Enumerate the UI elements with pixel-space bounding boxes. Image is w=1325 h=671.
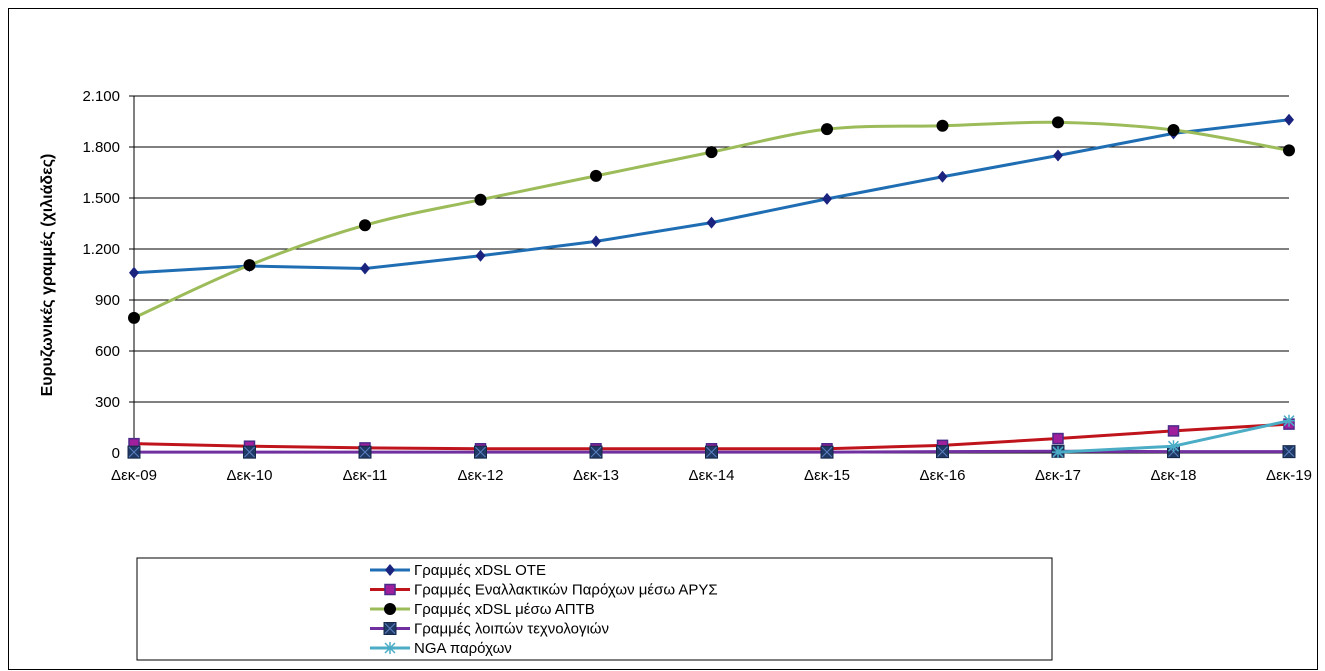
data-point — [384, 603, 396, 615]
legend-box — [136, 557, 1053, 661]
data-point-cross — [706, 446, 717, 458]
legend-item: Γραμμές xDSL ΟΤΕ — [370, 562, 546, 579]
series-2 — [128, 116, 1295, 324]
data-point — [359, 219, 371, 232]
data-point-cross — [590, 446, 602, 458]
y-tick-label: 1.800 — [82, 139, 120, 156]
series-line — [133, 118, 1290, 275]
x-tick-labels: Δεκ-09 Δεκ-10 Δεκ-11 Δεκ-12 Δεκ-13 Δεκ-14 Δεκ-… — [111, 467, 1312, 484]
y-tick-labels: 0 300 600 900 1.200 1.500 1.800 2.100 — [82, 88, 120, 462]
y-tick-label: 600 — [95, 343, 120, 360]
data-point-cross — [821, 446, 833, 458]
data-point — [590, 169, 602, 182]
x-tick-label: Δεκ-10 — [227, 467, 273, 484]
data-point — [1283, 144, 1295, 157]
data-point-cross — [384, 623, 396, 634]
data-point — [1167, 440, 1180, 453]
x-tick-label: Δεκ-18 — [1151, 467, 1197, 484]
data-point — [591, 235, 601, 248]
y-tick-label: 1.500 — [82, 190, 120, 207]
data-point — [474, 193, 487, 206]
data-point — [129, 266, 139, 279]
data-point — [821, 123, 833, 136]
series-layer — [127, 113, 1296, 459]
data-point — [1167, 425, 1180, 437]
data-point — [1284, 113, 1294, 126]
legend-item: Γραμμές Εναλλακτικών Παρόχων μέσω ΑΡΥΣ — [370, 582, 718, 599]
x-tick-label: Δεκ-12 — [458, 467, 504, 484]
legend-item: NGA παρόχων — [370, 640, 512, 657]
data-point-cross — [475, 446, 486, 458]
data-point-cross — [128, 446, 140, 458]
legend-item: Γραμμές λοιπών τεχνολογιών — [370, 621, 609, 638]
data-point — [360, 262, 370, 275]
data-point — [822, 192, 832, 205]
data-point — [475, 249, 486, 262]
data-point-cross — [1283, 446, 1295, 457]
data-point-cross — [937, 446, 948, 457]
data-point — [1167, 124, 1180, 136]
y-tick-label: 900 — [95, 292, 120, 309]
x-tick-label: Δεκ-17 — [1035, 467, 1081, 484]
data-point — [1052, 116, 1064, 129]
data-point — [1283, 414, 1295, 427]
y-tick-label: 2.100 — [82, 88, 120, 105]
data-point — [1052, 432, 1064, 445]
data-point — [706, 216, 717, 229]
x-tick-label: Δεκ-14 — [689, 467, 735, 484]
legend-label: Γραμμές xDSL μέσω ΑΠΤΒ — [414, 601, 595, 618]
data-point — [384, 642, 396, 654]
series-4 — [1052, 414, 1295, 459]
series-0 — [129, 113, 1294, 279]
legend-label: Γραμμές Εναλλακτικών Παρόχων μέσω ΑΡΥΣ — [414, 582, 718, 599]
x-tick-label: Δεκ-13 — [573, 467, 619, 484]
data-point — [1053, 149, 1063, 162]
y-tick-label: 0 — [112, 445, 120, 462]
y-axis-label: Ευρυζωνικές γραμμές (χιλιάδες) — [39, 154, 56, 397]
y-tick-label: 1.200 — [82, 241, 120, 258]
legend-item: Γραμμές xDSL μέσω ΑΠΤΒ — [370, 601, 595, 618]
legend-label: Γραμμές xDSL ΟΤΕ — [414, 562, 546, 579]
data-point — [384, 583, 396, 596]
data-point — [1052, 446, 1064, 459]
legend-label: NGA παρόχων — [414, 640, 512, 657]
data-point — [936, 119, 949, 132]
data-point-cross — [244, 446, 255, 458]
legend-label: Γραμμές λοιπών τεχνολογιών — [414, 621, 609, 638]
data-point-cross — [359, 446, 371, 458]
y-tick-label: 300 — [95, 394, 120, 411]
data-point — [937, 170, 948, 183]
x-tick-label: Δεκ-11 — [343, 467, 388, 484]
data-point — [128, 311, 140, 324]
x-tick-label: Δεκ-09 — [111, 467, 157, 484]
data-point — [243, 259, 256, 272]
data-point — [705, 146, 718, 159]
data-point — [385, 564, 395, 576]
x-tick-label: Δεκ-15 — [804, 467, 850, 484]
x-tick-label: Δεκ-16 — [920, 467, 966, 484]
x-tick-label: Δεκ-19 — [1266, 467, 1312, 484]
legend: Γραμμές xDSL ΟΤΕ Γραμμές Εναλλακτικών Παρ… — [136, 557, 1053, 661]
